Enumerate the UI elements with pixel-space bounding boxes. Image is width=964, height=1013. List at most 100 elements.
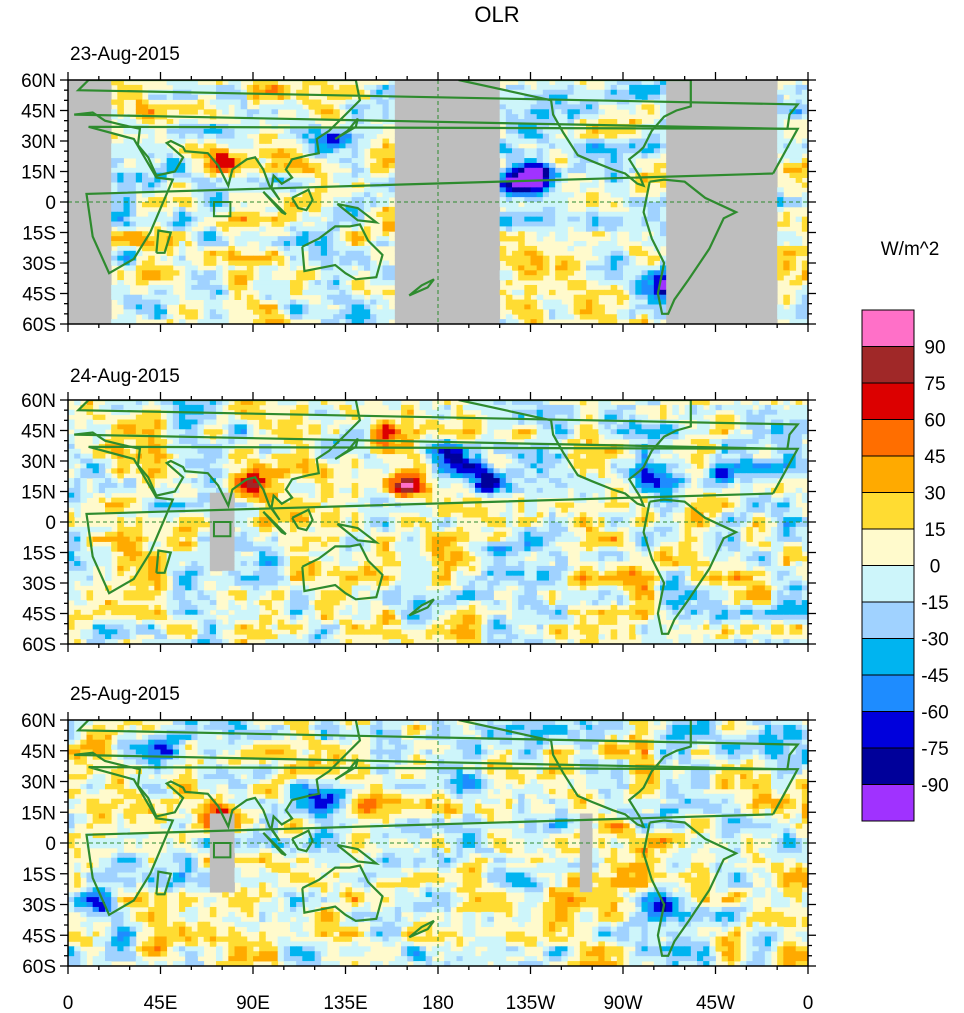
olr-cell <box>438 319 445 324</box>
olr-cell <box>530 158 538 164</box>
olr-cell <box>456 104 464 110</box>
olr-cell <box>579 182 587 188</box>
olr-cell <box>296 289 303 296</box>
olr-cell <box>98 187 106 193</box>
olr-cell <box>721 109 729 115</box>
olr-cell <box>407 109 414 115</box>
olr-cell <box>481 250 488 257</box>
olr-cell <box>604 84 612 91</box>
olr-cell <box>265 314 272 320</box>
olr-cell <box>117 104 124 110</box>
olr-cell <box>228 270 235 276</box>
olr-cell <box>431 299 439 305</box>
olr-cell <box>364 289 371 296</box>
olr-cell <box>475 202 482 208</box>
olr-cell <box>438 265 445 271</box>
olr-cell <box>265 280 272 286</box>
olr-cell <box>727 104 735 110</box>
olr-cell <box>610 211 618 218</box>
olr-cell <box>277 89 285 96</box>
olr-cell <box>493 109 501 115</box>
olr-cell <box>666 133 673 139</box>
olr-cell <box>598 119 605 125</box>
olr-cell <box>444 304 451 310</box>
olr-cell <box>388 172 396 178</box>
olr-cell <box>166 284 174 291</box>
olr-cell <box>672 197 679 203</box>
olr-cell <box>746 143 753 149</box>
olr-cell <box>265 270 272 276</box>
olr-cell <box>191 128 198 135</box>
olr-cell <box>86 84 94 91</box>
olr-cell <box>68 187 75 193</box>
olr-cell <box>450 84 457 91</box>
olr-cell <box>592 304 599 310</box>
olr-cell <box>764 128 772 135</box>
olr-cell <box>222 314 229 320</box>
olr-cell <box>222 94 229 100</box>
olr-cell <box>135 236 143 242</box>
olr-cell <box>401 114 408 120</box>
olr-cell <box>86 187 94 193</box>
olr-cell <box>228 275 235 281</box>
olr-cell <box>74 241 81 247</box>
olr-cell <box>290 226 297 232</box>
olr-cell <box>481 319 488 324</box>
olr-cell <box>296 109 303 115</box>
olr-cell <box>370 94 377 100</box>
olr-cell <box>438 216 445 222</box>
olr-cell <box>752 148 760 154</box>
olr-cell <box>185 284 192 291</box>
olr-cell <box>68 94 75 100</box>
olr-cell <box>401 158 408 164</box>
olr-cell <box>555 202 562 208</box>
olr-cell <box>431 250 439 257</box>
olr-cell <box>764 158 772 164</box>
olr-cell <box>308 280 316 286</box>
olr-cell <box>456 250 464 257</box>
olr-cell <box>746 162 753 169</box>
olr-cell <box>351 299 359 305</box>
olr-cell <box>795 304 803 310</box>
olr-cell <box>493 197 501 203</box>
olr-cell <box>641 226 649 232</box>
olr-cell <box>703 236 710 242</box>
olr-cell <box>413 84 420 91</box>
olr-cell <box>80 319 87 324</box>
olr-cell <box>123 309 131 315</box>
olr-cell <box>629 109 636 115</box>
olr-cell <box>752 158 760 164</box>
olr-cell <box>721 236 729 242</box>
olr-cell <box>487 202 494 208</box>
olr-cell <box>450 109 457 115</box>
olr-cell <box>456 236 464 242</box>
olr-cell <box>598 241 605 247</box>
olr-cell <box>672 143 679 149</box>
olr-cell <box>536 133 544 139</box>
olr-cell <box>438 143 445 149</box>
olr-cell <box>752 304 760 310</box>
olr-cell <box>697 245 704 252</box>
olr-cell <box>505 182 513 188</box>
olr-cell <box>542 162 550 169</box>
olr-cell <box>197 172 205 178</box>
olr-cell <box>425 270 433 276</box>
olr-cell <box>197 177 205 183</box>
olr-cell <box>111 80 118 86</box>
olr-cell <box>92 250 100 257</box>
olr-cell <box>777 245 784 252</box>
olr-cell <box>185 265 192 271</box>
olr-cell <box>216 182 223 188</box>
olr-cell <box>302 182 309 188</box>
olr-cell <box>450 265 457 271</box>
olr-cell <box>283 309 291 315</box>
olr-cell <box>259 158 266 164</box>
olr-cell <box>419 84 427 91</box>
olr-cell <box>209 299 217 305</box>
olr-cell <box>487 119 494 125</box>
olr-cell <box>721 104 729 110</box>
olr-cell <box>678 89 686 96</box>
olr-cell <box>641 172 649 178</box>
olr-cell <box>703 182 710 188</box>
